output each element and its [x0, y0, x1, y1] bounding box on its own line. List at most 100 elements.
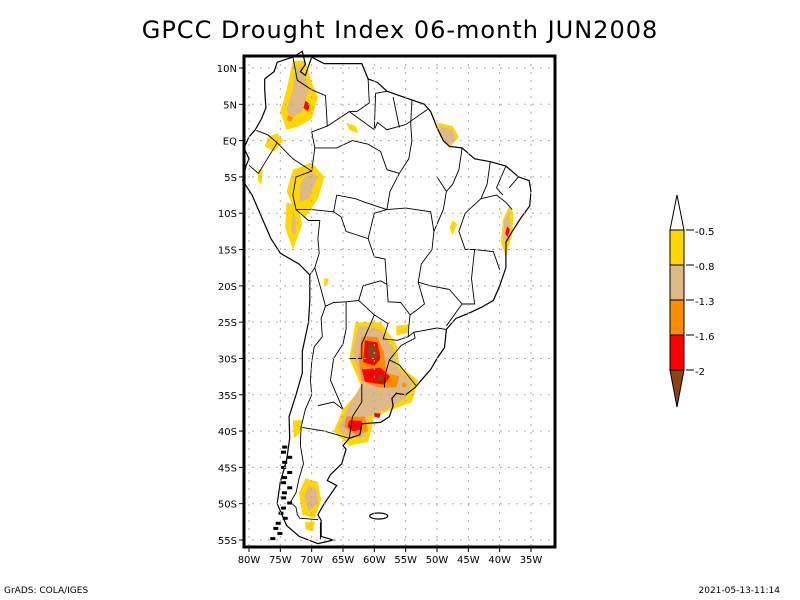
country-border [256, 57, 328, 172]
lon-tick-label: 60W [363, 555, 386, 566]
country-border [373, 90, 387, 130]
lat-tick-label: 30S [218, 354, 237, 365]
legend-label: -0.8 [695, 262, 715, 273]
drought-patch-peru-south [291, 213, 296, 235]
country-border [349, 109, 428, 131]
colorbar-legend: -0.5 -0.8 -1.3 -1.6 -2 [669, 194, 715, 408]
drought-patch-bahia-coast [505, 226, 510, 238]
island-fragment [278, 511, 284, 515]
legend-label: -2 [695, 367, 705, 378]
country-border [386, 123, 413, 210]
drought-patch-goias [449, 220, 458, 235]
chart-title: GPCC Drought Index 06-month JUN2008 [141, 16, 659, 44]
drought-patches [257, 60, 514, 532]
legend-label: -1.6 [695, 332, 715, 343]
drought-patch-ecuador-colombia [264, 133, 284, 152]
drought-patch-paraguay-argentina [377, 374, 384, 382]
drought-patch-venezuela-east [346, 122, 359, 134]
lat-axis: 10N 5N EQ 5S 10S 15S 20S 25S 30S 35S 40S 45S 50S 55S [217, 64, 244, 547]
island-fragment [282, 445, 288, 449]
lat-tick-label: 15S [218, 246, 237, 257]
country-border [410, 100, 413, 124]
island-fragment [273, 526, 279, 530]
island-fragment [287, 501, 293, 505]
lat-tick-label: 20S [218, 282, 237, 293]
country-border [413, 327, 447, 333]
lat-tick-label: 5N [223, 100, 237, 111]
country-border [314, 140, 400, 174]
country-border [367, 207, 435, 239]
island-fragment [282, 476, 288, 480]
drought-patch-peru-amazon [299, 169, 318, 203]
lon-tick-label: 55W [394, 555, 417, 566]
drought-patch-paraguay-argentina [366, 343, 378, 360]
island-fragment [281, 450, 286, 454]
lat-tick-label: 10N [217, 64, 237, 75]
country-border [446, 303, 463, 327]
lat-tick-label: 25S [218, 318, 237, 329]
drought-patch-chile-central [292, 420, 303, 439]
lat-tick-label: 10S [218, 209, 237, 220]
country-border [348, 383, 363, 439]
coastline [242, 50, 532, 545]
lat-tick-label: 50S [218, 500, 237, 511]
country-border [495, 165, 507, 196]
country-border [317, 401, 344, 410]
lon-tick-label: 65W [332, 555, 355, 566]
drought-patch-tierra-del-fuego [305, 521, 315, 532]
island-fragment [282, 516, 288, 520]
drought-patch-buenos-aires [374, 412, 381, 418]
island-fragment [281, 481, 287, 485]
drought-patch-misc-small [324, 278, 329, 286]
country-border [292, 170, 321, 276]
drought-patch-paraguay-argentina [361, 367, 390, 385]
grads-credit: GrADS: COLA/IGES [4, 586, 89, 596]
country-border [417, 176, 450, 290]
island-fragment [277, 532, 283, 535]
drought-patch-north-colombia [303, 100, 310, 112]
lat-tick-label: 5S [224, 173, 237, 184]
drought-patch-parana [396, 324, 409, 336]
country-border [480, 194, 513, 210]
drought-patch-north-colombia [286, 64, 309, 119]
country-border [333, 194, 388, 212]
country-border [449, 249, 476, 305]
legend-top-arrow [669, 194, 685, 231]
lon-tick-label: 70W [300, 555, 323, 566]
timestamp: 2021-05-13-11:14 [698, 586, 781, 596]
island-fragment [281, 506, 286, 510]
country-border [508, 176, 519, 189]
lat-tick-label: 55S [218, 536, 237, 547]
lon-tick-label: 80W [238, 555, 261, 566]
country-border [383, 359, 390, 388]
island-fragment [282, 491, 287, 495]
country-border [446, 147, 463, 192]
legend-swatch [669, 264, 685, 301]
country-border [392, 96, 400, 128]
legend-bottom-arrow [669, 369, 685, 408]
island-fragment [281, 465, 287, 469]
gridlines [244, 56, 555, 547]
falkland-islands [369, 512, 389, 520]
island-fragment [275, 521, 281, 525]
country-border [248, 142, 278, 174]
lon-tick-label: 35W [520, 555, 543, 566]
map-frame [242, 54, 557, 549]
island-fragment [281, 496, 287, 500]
lat-tick-label: EQ [223, 137, 237, 148]
country-border [330, 301, 347, 410]
island-fragment [287, 455, 293, 459]
lon-tick-label: 40W [488, 555, 511, 566]
lat-tick-label: 35S [218, 391, 237, 402]
country-border [289, 306, 326, 521]
coastline-borders [242, 50, 532, 545]
legend-swatch [669, 334, 685, 371]
legend-label: -0.5 [695, 227, 715, 238]
lat-tick-label: 40S [218, 427, 237, 438]
island-fragment [270, 537, 276, 541]
lon-tick-label: 45W [457, 555, 480, 566]
legend-label: -1.3 [695, 297, 715, 308]
island-fragment [282, 460, 288, 464]
country-border [409, 282, 426, 316]
legend-swatch [669, 229, 685, 266]
